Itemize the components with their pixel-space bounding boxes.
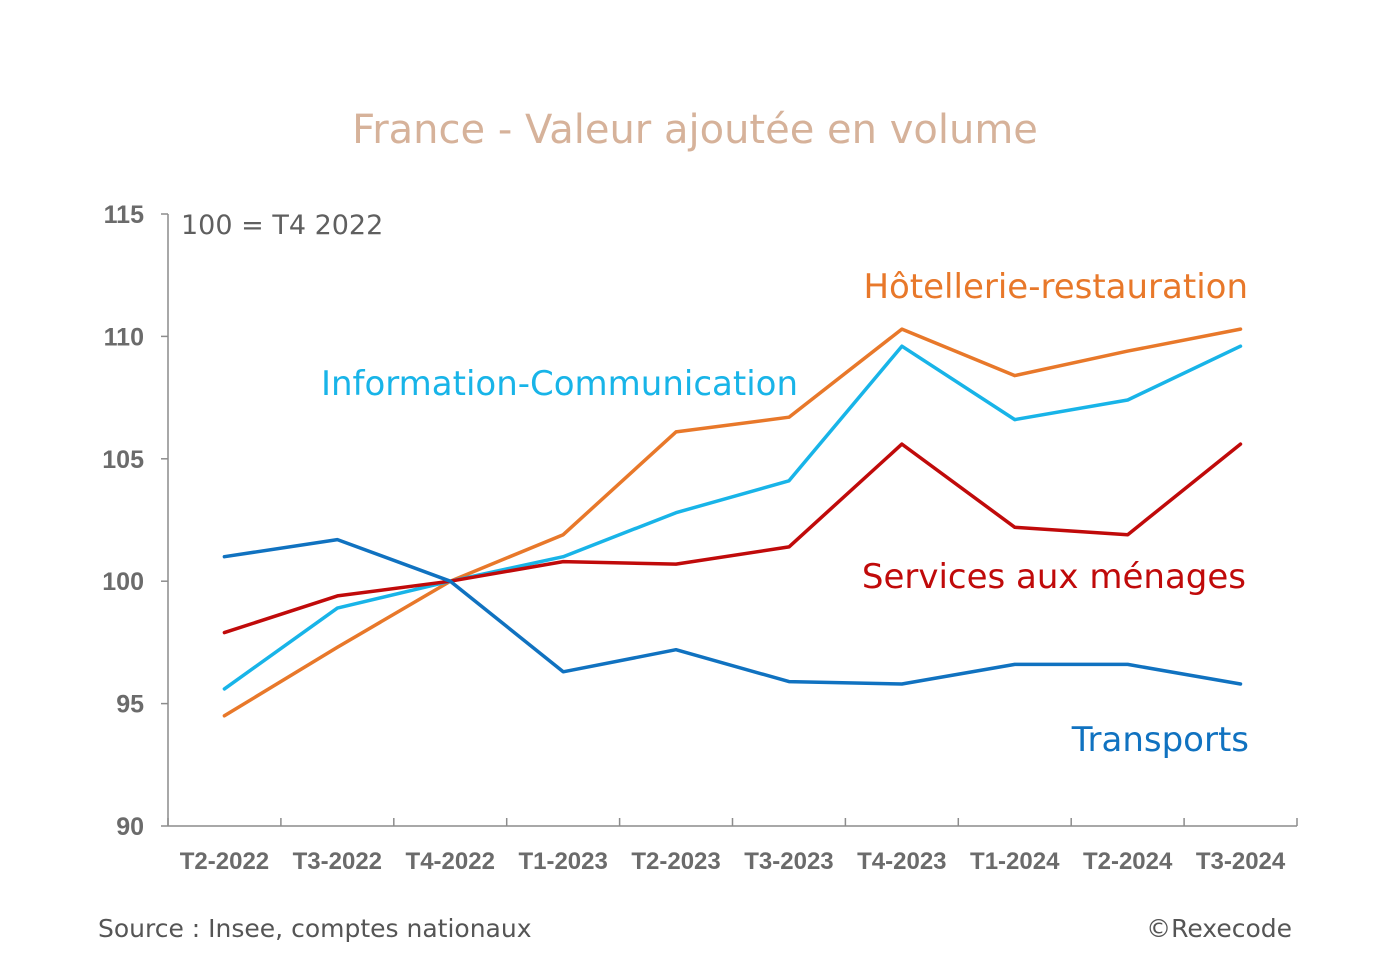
x-tick-label-t3-2023: T3-2023 [744, 848, 833, 875]
x-tick-label-t4-2022: T4-2022 [406, 848, 495, 875]
y-axis-ticks: 90 95 100 105 110 115 [102, 201, 168, 841]
y-tick-label-100: 100 [102, 568, 144, 596]
source-note: Source : Insee, comptes nationaux [98, 914, 532, 943]
series-label-information: Information-Communication [321, 364, 798, 404]
x-tick-label-t4-2023: T4-2023 [857, 848, 946, 875]
chart-title: France - Valeur ajoutée en volume [352, 107, 1038, 153]
series-line-services-aux-menages [222, 442, 1243, 635]
series-label-hotellerie: Hôtellerie-restauration [863, 267, 1248, 307]
x-axis-ticks: T2-2022 T3-2022 T4-2022 T1-2023 T2-2023 T3-20… [167, 818, 1298, 875]
y-tick-label-90: 90 [116, 813, 144, 841]
x-tick-label-t1-2023: T1-2023 [518, 848, 607, 875]
y-tick-label-105: 105 [102, 446, 144, 474]
y-tick-label-115: 115 [104, 201, 144, 229]
series-label-services: Services aux ménages [862, 557, 1246, 597]
series-line-transports [222, 537, 1243, 686]
y-tick-label-110: 110 [104, 323, 144, 351]
y-tick-label-95: 95 [116, 691, 144, 719]
x-tick-label-t2-2023: T2-2023 [631, 848, 720, 875]
series-line-information-communication [222, 344, 1243, 691]
series-label-transports: Transports [1071, 720, 1249, 760]
series-line-hotellerie-restauration [222, 327, 1243, 718]
x-tick-label-t3-2022: T3-2022 [293, 848, 382, 875]
series-lines [222, 327, 1243, 718]
x-tick-label-t2-2024: T2-2024 [1083, 848, 1173, 875]
base-note: 100 = T4 2022 [181, 210, 383, 241]
copyright: ©Rexecode [1146, 914, 1292, 943]
x-tick-label-t3-2024: T3-2024 [1196, 848, 1286, 875]
x-tick-label-t2-2022: T2-2022 [180, 848, 269, 875]
x-tick-label-t1-2024: T1-2024 [970, 848, 1060, 875]
